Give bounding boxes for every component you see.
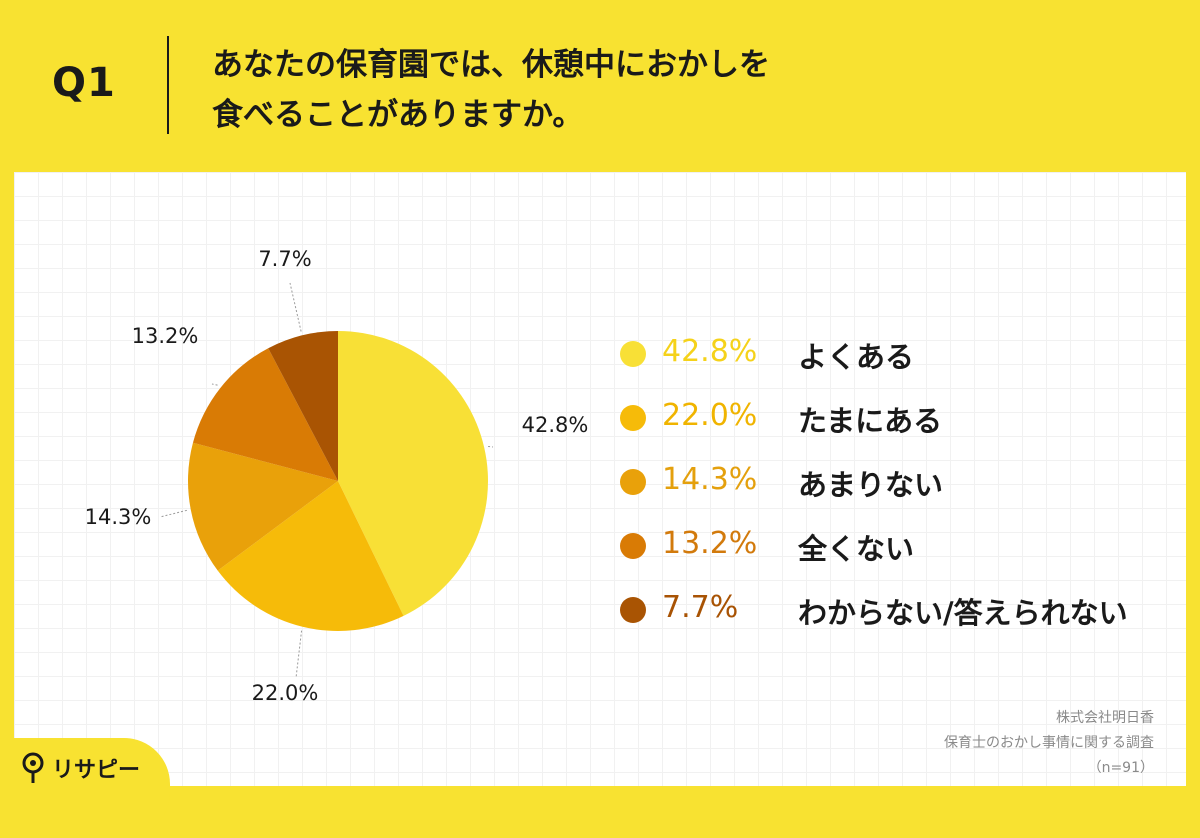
slice-data-label: 42.8%	[522, 413, 589, 437]
legend-percentage: 14.3%	[662, 462, 758, 497]
legend-swatch	[620, 597, 646, 623]
legend-percentage: 42.8%	[662, 334, 758, 369]
legend-percentage: 7.7%	[662, 590, 739, 625]
slice-data-label: 13.2%	[132, 324, 199, 348]
pie-slice	[217, 481, 404, 632]
legend-label: わからない/答えられない	[798, 596, 1128, 630]
question-header: Q1 あなたの保育園では、休憩中におかしを 食べることがありますか。	[0, 0, 1200, 170]
pie-slice	[268, 331, 338, 481]
leader-line	[211, 383, 218, 386]
legend-swatch	[620, 341, 646, 367]
legend-swatch	[620, 469, 646, 495]
question-text: あなたの保育園では、休憩中におかしを 食べることがありますか。	[212, 40, 1112, 140]
logo-text: リサピー	[52, 758, 141, 783]
brand-logo: リサピー	[20, 748, 140, 788]
legend-item: 7.7% わからない/答えられない	[620, 586, 1180, 650]
legend-percentage: 22.0%	[662, 398, 758, 433]
pie-chart: 42.8% 22.0% 14.3% 13.2% 7.7%	[85, 247, 589, 705]
source-sample: （n=91）	[1087, 760, 1154, 776]
legend-swatch	[620, 405, 646, 431]
map-pin-icon	[22, 752, 44, 783]
legend-label: 全くない	[798, 532, 915, 566]
chart-legend: 42.8% よくある 22.0% たまにある 14.3% あまりない 13.2% 全くない 7.…	[620, 330, 1180, 650]
slice-data-label: 14.3%	[85, 505, 152, 529]
legend-label: たまにある	[798, 404, 943, 438]
pie-slice	[187, 442, 338, 571]
question-line-1: あなたの保育園では、休憩中におかしを	[212, 47, 770, 83]
legend-item: 42.8% よくある	[620, 330, 1180, 394]
legend-item: 13.2% 全くない	[620, 522, 1180, 586]
slice-data-label: 7.7%	[258, 247, 311, 271]
question-line-2: 食べることがありますか。	[212, 97, 584, 133]
pie-slice	[192, 348, 338, 481]
source-company: 株式会社明日香	[1056, 710, 1154, 726]
legend-label: あまりない	[798, 468, 944, 502]
legend-label: よくある	[798, 340, 915, 374]
leader-line	[289, 282, 302, 332]
legend-percentage: 13.2%	[662, 526, 758, 561]
legend-item: 14.3% あまりない	[620, 458, 1180, 522]
source-note: 株式会社明日香 保育士のおかし事情に関する調査 （n=91）	[944, 706, 1154, 781]
legend-item: 22.0% たまにある	[620, 394, 1180, 458]
slice-data-label: 22.0%	[252, 681, 319, 705]
leader-line	[295, 630, 303, 679]
header-divider	[167, 36, 169, 134]
leader-line	[159, 509, 187, 518]
pie-slice	[338, 331, 488, 616]
question-number: Q1	[52, 60, 116, 106]
leader-line	[488, 445, 494, 448]
legend-swatch	[620, 533, 646, 559]
source-survey: 保育士のおかし事情に関する調査	[944, 735, 1154, 751]
